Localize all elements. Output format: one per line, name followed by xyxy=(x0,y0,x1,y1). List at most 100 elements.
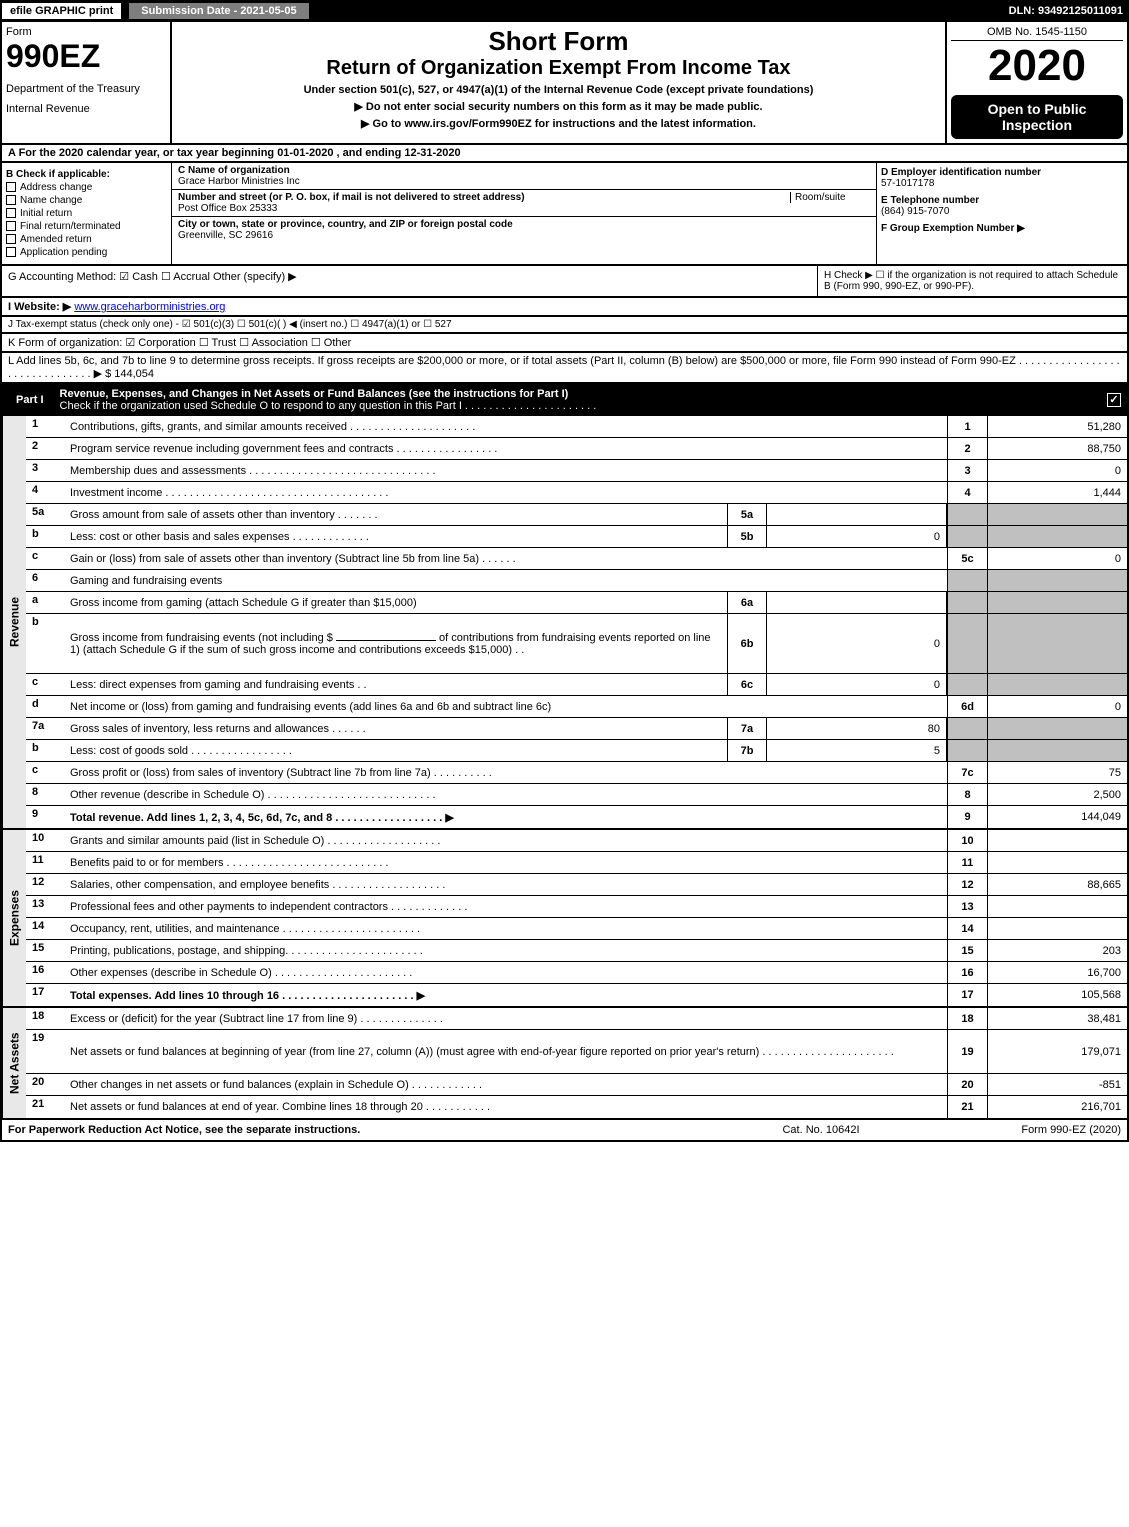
schedule-b-check: H Check ▶ ☐ if the organization is not r… xyxy=(817,266,1127,296)
org-city-row: City or town, state or province, country… xyxy=(172,217,876,243)
line-6: 6 Gaming and fundraising events xyxy=(26,570,1127,592)
line-17: 17 Total expenses. Add lines 10 through … xyxy=(26,984,1127,1006)
cb-name-change[interactable]: Name change xyxy=(6,195,167,206)
line-16: 16 Other expenses (describe in Schedule … xyxy=(26,962,1127,984)
header-left: Form 990EZ Department of the Treasury In… xyxy=(2,22,172,143)
tax-year: 2020 xyxy=(951,41,1123,91)
org-street: Post Office Box 25333 xyxy=(178,203,870,214)
dept-irs: Internal Revenue xyxy=(6,103,166,115)
cb-address-change[interactable]: Address change xyxy=(6,182,167,193)
part1-check-line: Check if the organization used Schedule … xyxy=(60,400,597,412)
omb-number: OMB No. 1545-1150 xyxy=(951,26,1123,41)
cb-initial-return[interactable]: Initial return xyxy=(6,208,167,219)
part1-label: Part I xyxy=(8,392,52,408)
top-bar: efile GRAPHIC print Submission Date - 20… xyxy=(0,0,1129,22)
header-center: Short Form Return of Organization Exempt… xyxy=(172,22,947,143)
line-7c: c Gross profit or (loss) from sales of i… xyxy=(26,762,1127,784)
line-6b: b Gross income from fundraising events (… xyxy=(26,614,1127,674)
line-6a: a Gross income from gaming (attach Sched… xyxy=(26,592,1127,614)
efile-graphic-print[interactable]: efile GRAPHIC print xyxy=(0,1,123,21)
phone-label: E Telephone number xyxy=(881,195,1123,206)
expenses-side-label: Expenses xyxy=(2,830,26,1006)
group-exemption-label: F Group Exemption Number ▶ xyxy=(881,223,1123,234)
org-name-row: C Name of organization Grace Harbor Mini… xyxy=(172,163,876,190)
expenses-section: Expenses 10 Grants and similar amounts p… xyxy=(0,830,1129,1008)
line-20: 20 Other changes in net assets or fund b… xyxy=(26,1074,1127,1096)
revenue-side-label: Revenue xyxy=(2,416,26,828)
page-footer: For Paperwork Reduction Act Notice, see … xyxy=(0,1120,1129,1142)
line-5c: c Gain or (loss) from sale of assets oth… xyxy=(26,548,1127,570)
under-section: Under section 501(c), 527, or 4947(a)(1)… xyxy=(176,84,941,96)
cb-application-pending[interactable]: Application pending xyxy=(6,247,167,258)
line-8: 8 Other revenue (describe in Schedule O)… xyxy=(26,784,1127,806)
line-19: 19 Net assets or fund balances at beginn… xyxy=(26,1030,1127,1074)
go-to-text[interactable]: ▶ Go to www.irs.gov/Form990EZ for instru… xyxy=(361,118,756,130)
form-ref: Form 990-EZ (2020) xyxy=(921,1124,1121,1136)
cb-final-return[interactable]: Final return/terminated xyxy=(6,221,167,232)
row-A-tax-year: A For the 2020 calendar year, or tax yea… xyxy=(0,145,1129,163)
website-url[interactable]: www.graceharborministries.org xyxy=(74,301,225,313)
line-21: 21 Net assets or fund balances at end of… xyxy=(26,1096,1127,1118)
line-6c: c Less: direct expenses from gaming and … xyxy=(26,674,1127,696)
form-header: Form 990EZ Department of the Treasury In… xyxy=(0,22,1129,145)
revenue-section: Revenue 1 Contributions, gifts, grants, … xyxy=(0,416,1129,830)
open-public-inspection: Open to Public Inspection xyxy=(951,95,1123,139)
org-name-label: C Name of organization xyxy=(178,165,870,176)
go-to-link: ▶ Go to www.irs.gov/Form990EZ for instru… xyxy=(176,117,941,130)
submission-date: Submission Date - 2021-05-05 xyxy=(127,1,310,21)
short-form-title: Short Form xyxy=(176,26,941,57)
form-number: 990EZ xyxy=(6,38,166,75)
line-15: 15 Printing, publications, postage, and … xyxy=(26,940,1127,962)
line-7a: 7a Gross sales of inventory, less return… xyxy=(26,718,1127,740)
col-C-org-info: C Name of organization Grace Harbor Mini… xyxy=(172,163,877,264)
col-B-checkboxes: B Check if applicable: Address change Na… xyxy=(2,163,172,264)
line-2: 2 Program service revenue including gove… xyxy=(26,438,1127,460)
street-label: Number and street (or P. O. box, if mail… xyxy=(178,192,525,203)
line-14: 14 Occupancy, rent, utilities, and maint… xyxy=(26,918,1127,940)
dept-treasury: Department of the Treasury xyxy=(6,83,166,95)
info-grid: B Check if applicable: Address change Na… xyxy=(0,163,1129,266)
line-5b: b Less: cost or other basis and sales ex… xyxy=(26,526,1127,548)
room-label: Room/suite xyxy=(790,192,870,203)
part1-title: Revenue, Expenses, and Changes in Net As… xyxy=(60,388,1107,412)
netassets-section: Net Assets 18 Excess or (deficit) for th… xyxy=(0,1008,1129,1120)
line-18: 18 Excess or (deficit) for the year (Sub… xyxy=(26,1008,1127,1030)
part1-checkbox[interactable]: ✓ xyxy=(1107,393,1121,407)
org-street-row: Number and street (or P. O. box, if mail… xyxy=(172,190,876,217)
line-4: 4 Investment income . . . . . . . . . . … xyxy=(26,482,1127,504)
netassets-side-label: Net Assets xyxy=(2,1008,26,1118)
form-label: Form xyxy=(6,26,166,38)
accounting-method: G Accounting Method: ☑ Cash ☐ Accrual Ot… xyxy=(2,266,817,296)
header-right: OMB No. 1545-1150 2020 Open to Public In… xyxy=(947,22,1127,143)
row-L-gross-receipts: L Add lines 5b, 6c, and 7b to line 9 to … xyxy=(0,353,1129,384)
city-label: City or town, state or province, country… xyxy=(178,219,870,230)
line-9: 9 Total revenue. Add lines 1, 2, 3, 4, 5… xyxy=(26,806,1127,828)
website-label: I Website: ▶ xyxy=(8,301,71,313)
line-5a: 5a Gross amount from sale of assets othe… xyxy=(26,504,1127,526)
return-title: Return of Organization Exempt From Incom… xyxy=(176,57,941,80)
line-1: 1 Contributions, gifts, grants, and simi… xyxy=(26,416,1127,438)
line-12: 12 Salaries, other compensation, and emp… xyxy=(26,874,1127,896)
line-10: 10 Grants and similar amounts paid (list… xyxy=(26,830,1127,852)
col-D-contact: D Employer identification number 57-1017… xyxy=(877,163,1127,264)
do-not-enter-ssn: ▶ Do not enter social security numbers o… xyxy=(176,100,941,113)
cat-no: Cat. No. 10642I xyxy=(721,1124,921,1136)
org-city: Greenville, SC 29616 xyxy=(178,230,870,241)
org-name: Grace Harbor Ministries Inc xyxy=(178,176,870,187)
row-GH: G Accounting Method: ☑ Cash ☐ Accrual Ot… xyxy=(0,266,1129,298)
paperwork-notice: For Paperwork Reduction Act Notice, see … xyxy=(8,1124,721,1136)
cb-amended-return[interactable]: Amended return xyxy=(6,234,167,245)
line-6d: d Net income or (loss) from gaming and f… xyxy=(26,696,1127,718)
check-if-applicable: B Check if applicable: xyxy=(6,169,167,180)
row-K-org-form: K Form of organization: ☑ Corporation ☐ … xyxy=(0,334,1129,353)
ein-label: D Employer identification number xyxy=(881,167,1123,178)
line-3: 3 Membership dues and assessments . . . … xyxy=(26,460,1127,482)
row-J-tax-exempt: J Tax-exempt status (check only one) - ☑… xyxy=(0,317,1129,334)
phone-value: (864) 915-7070 xyxy=(881,206,1123,217)
part1-header: Part I Revenue, Expenses, and Changes in… xyxy=(0,384,1129,416)
ein-value: 57-1017178 xyxy=(881,178,1123,189)
dln: DLN: 93492125011091 xyxy=(1009,5,1129,17)
row-I-website: I Website: ▶ www.graceharborministries.o… xyxy=(0,298,1129,317)
line-13: 13 Professional fees and other payments … xyxy=(26,896,1127,918)
line-7b: b Less: cost of goods sold . . . . . . .… xyxy=(26,740,1127,762)
